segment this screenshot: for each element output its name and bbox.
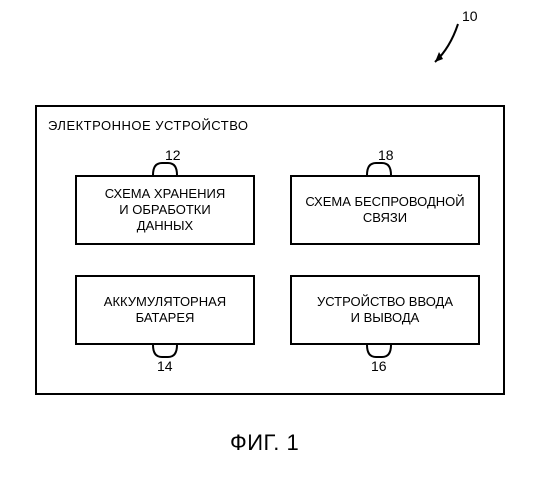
block-storage-label: СХЕМА ХРАНЕНИЯИ ОБРАБОТКИДАННЫХ [105, 186, 225, 235]
ref-label-14: 14 [157, 358, 173, 374]
ref-label-16: 16 [371, 358, 387, 374]
block-io-label: УСТРОЙСТВО ВВОДАИ ВЫВОДА [317, 294, 453, 327]
block-wireless: СХЕМА БЕСПРОВОДНОЙСВЯЗИ [290, 175, 480, 245]
block-battery-label: АККУМУЛЯТОРНАЯБАТАРЕЯ [104, 294, 226, 327]
arrow-to-device [420, 18, 470, 73]
lead-18 [364, 160, 394, 176]
figure-caption: ФИГ. 1 [230, 430, 299, 456]
figure-canvas: 10 ЭЛЕКТРОННОЕ УСТРОЙСТВО 12 СХЕМА ХРАНЕ… [0, 0, 540, 500]
lead-12 [150, 160, 180, 176]
device-box [35, 105, 505, 395]
block-wireless-label: СХЕМА БЕСПРОВОДНОЙСВЯЗИ [305, 194, 464, 227]
block-storage: СХЕМА ХРАНЕНИЯИ ОБРАБОТКИДАННЫХ [75, 175, 255, 245]
block-battery: АККУМУЛЯТОРНАЯБАТАРЕЯ [75, 275, 255, 345]
device-title: ЭЛЕКТРОННОЕ УСТРОЙСТВО [48, 118, 249, 133]
block-io: УСТРОЙСТВО ВВОДАИ ВЫВОДА [290, 275, 480, 345]
